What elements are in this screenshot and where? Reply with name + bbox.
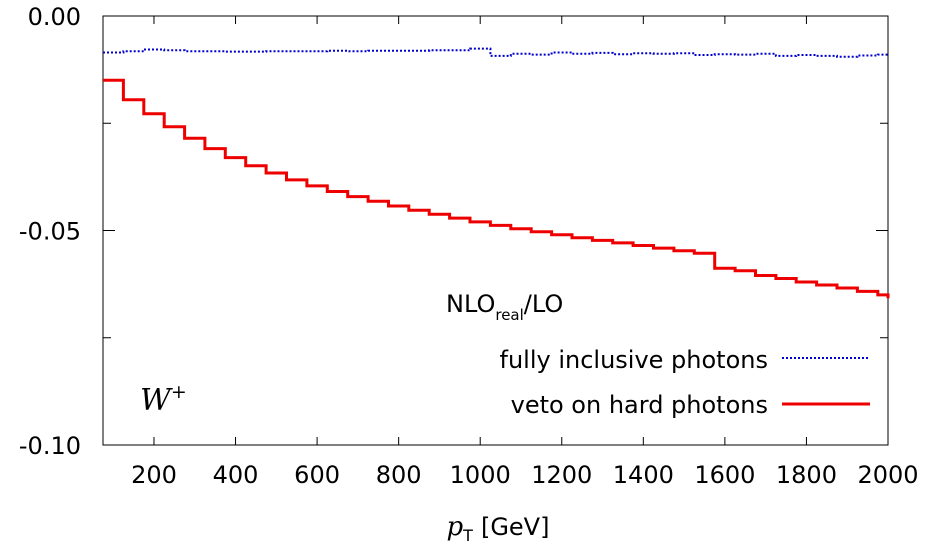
legend: fully inclusive photons veto on hard pho… [500, 346, 870, 419]
y-axis-ticks: 0.00 -0.05 -0.10 [19, 3, 888, 460]
legend-label-veto: veto on hard photons [511, 391, 768, 419]
annotation-base: W [140, 383, 173, 418]
x-axis-label-unit: [GeV] [481, 513, 550, 541]
x-tick-label: 2000 [857, 461, 918, 489]
x-axis-ticks: 200 400 600 800 1000 1200 1400 1600 1800 2000 [131, 16, 919, 489]
plot-frame [102, 15, 889, 446]
x-axis-label: pT [GeV] [447, 512, 550, 545]
legend-title-rest: /LO [524, 290, 564, 318]
series-line-1 [103, 78, 890, 299]
x-tick-label: 200 [131, 461, 177, 489]
legend-label-inclusive: fully inclusive photons [500, 346, 769, 374]
plot-border [102, 15, 889, 446]
x-tick-label: 800 [376, 461, 422, 489]
y-tick-label: 0.00 [28, 3, 81, 31]
x-tick-label: 400 [213, 461, 259, 489]
legend-title-sub: real [495, 306, 523, 324]
y-tick-label: -0.05 [19, 218, 81, 246]
x-axis-label-sub: T [462, 526, 473, 545]
y-tick-label: -0.10 [19, 432, 81, 460]
series-layer [103, 47, 890, 299]
x-tick-label: 1800 [776, 461, 837, 489]
x-tick-label: 1400 [613, 461, 674, 489]
series-line-0 [103, 47, 888, 58]
process-annotation: W+ [140, 381, 187, 418]
x-tick-label: 1200 [531, 461, 592, 489]
legend-title: NLOreal/LO [446, 290, 563, 324]
legend-title-main: NLO [446, 290, 495, 318]
x-axis-label-var: p [447, 512, 464, 542]
x-tick-label: 600 [294, 461, 340, 489]
x-tick-label: 1000 [450, 461, 511, 489]
annotation-sup: + [171, 381, 187, 403]
x-tick-label: 1600 [694, 461, 755, 489]
